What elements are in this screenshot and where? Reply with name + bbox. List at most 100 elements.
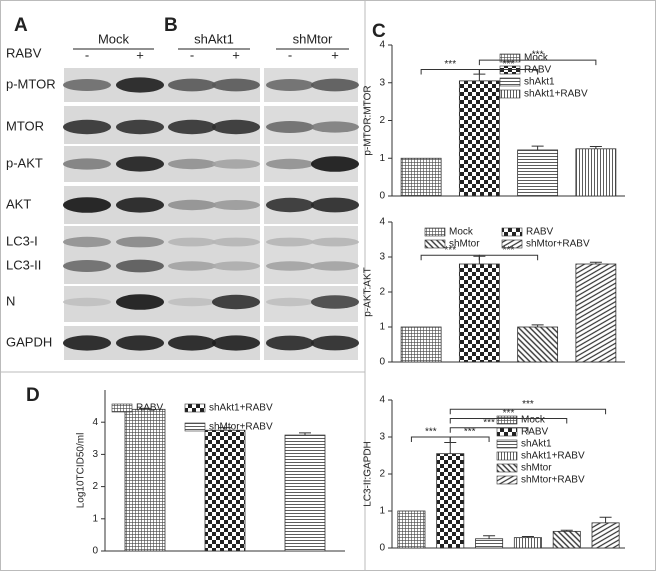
band <box>266 335 314 351</box>
row-label: MTOR <box>6 118 44 133</box>
row-label: AKT <box>6 196 31 211</box>
lane-label: + <box>232 47 240 62</box>
error-bar <box>531 324 544 327</box>
significance-label: *** <box>444 245 456 256</box>
band <box>63 297 111 307</box>
band <box>311 78 359 92</box>
band <box>63 260 111 272</box>
y-tick-label: 2 <box>92 481 98 492</box>
band <box>311 295 359 309</box>
band <box>311 197 359 213</box>
bar <box>513 537 542 549</box>
band <box>63 119 111 135</box>
band <box>63 79 111 91</box>
group-label: shAkt1 <box>194 31 234 46</box>
significance-label: *** <box>522 399 534 410</box>
band <box>116 156 164 172</box>
bar <box>124 408 166 552</box>
band <box>266 261 314 271</box>
bar <box>458 263 500 363</box>
legend-label: shAkt1 <box>524 77 555 88</box>
legend-swatch <box>496 463 518 473</box>
band <box>212 78 260 92</box>
row-label: GAPDH <box>6 334 52 349</box>
y-tick-label: 2 <box>379 287 385 298</box>
lane-label: + <box>136 47 144 62</box>
band <box>168 237 216 247</box>
bar <box>400 157 442 197</box>
legend-swatch <box>496 439 518 449</box>
row-label: N <box>6 293 15 308</box>
legend-label: shMtor+RABV <box>526 239 590 250</box>
legend-swatch <box>496 475 518 485</box>
lane-label: - <box>85 47 89 62</box>
bar <box>475 538 504 549</box>
legend-label: RABV <box>136 403 164 414</box>
bar <box>517 149 559 197</box>
significance-label: *** <box>425 427 437 438</box>
y-tick-label: 3 <box>92 449 98 460</box>
row-label: LC3-I <box>6 233 38 248</box>
band <box>266 197 314 213</box>
legend-swatch <box>184 422 206 432</box>
legend-label: Mock <box>521 415 546 426</box>
band <box>212 119 260 135</box>
error-bar <box>560 529 573 532</box>
y-tick-label: 0 <box>379 543 385 554</box>
band <box>266 79 314 91</box>
bar <box>575 263 617 363</box>
bar <box>458 80 500 197</box>
band <box>168 158 216 170</box>
band <box>116 259 164 273</box>
significance-bracket <box>449 418 568 424</box>
band <box>63 158 111 170</box>
group-label: Mock <box>98 31 130 46</box>
legend-swatch <box>424 239 446 249</box>
legend-swatch <box>501 227 523 237</box>
y-tick-label: 2 <box>379 115 385 126</box>
band <box>311 121 359 133</box>
band <box>168 199 216 211</box>
significance-label: *** <box>464 427 476 438</box>
band <box>168 119 216 135</box>
band <box>311 335 359 351</box>
significance-bracket <box>449 408 607 415</box>
legend-swatch <box>496 415 518 425</box>
error-bar <box>531 145 544 150</box>
error-bar <box>589 146 602 149</box>
significance-bracket <box>449 436 490 442</box>
band <box>212 261 260 271</box>
band <box>212 159 260 169</box>
bar <box>400 326 442 363</box>
band <box>266 121 314 133</box>
blot-strip <box>264 226 358 284</box>
band <box>116 119 164 135</box>
error-bar <box>299 432 311 436</box>
bar <box>397 510 426 549</box>
band <box>212 200 260 210</box>
band <box>63 335 111 351</box>
band <box>212 237 260 247</box>
band <box>311 237 359 247</box>
row-label: p-MTOR <box>6 76 56 91</box>
legend-label: shMtor+RABV <box>209 422 273 433</box>
lane-label: + <box>331 47 339 62</box>
band <box>168 78 216 92</box>
y-tick-label: 1 <box>379 506 385 517</box>
panel-label: A <box>14 15 28 36</box>
legend-swatch <box>111 403 133 413</box>
band <box>168 335 216 351</box>
bar <box>591 522 620 549</box>
legend-label: shAkt1+RABV <box>521 451 585 462</box>
legend-swatch <box>496 451 518 461</box>
y-tick-label: 0 <box>379 357 385 368</box>
y-axis-label: Log10TCID50/ml <box>76 433 87 509</box>
error-bar <box>219 427 231 431</box>
y-tick-label: 4 <box>379 217 385 228</box>
band <box>116 294 164 310</box>
y-tick-label: 3 <box>379 77 385 88</box>
legend-swatch <box>424 227 446 237</box>
band <box>266 297 314 307</box>
band <box>266 158 314 170</box>
